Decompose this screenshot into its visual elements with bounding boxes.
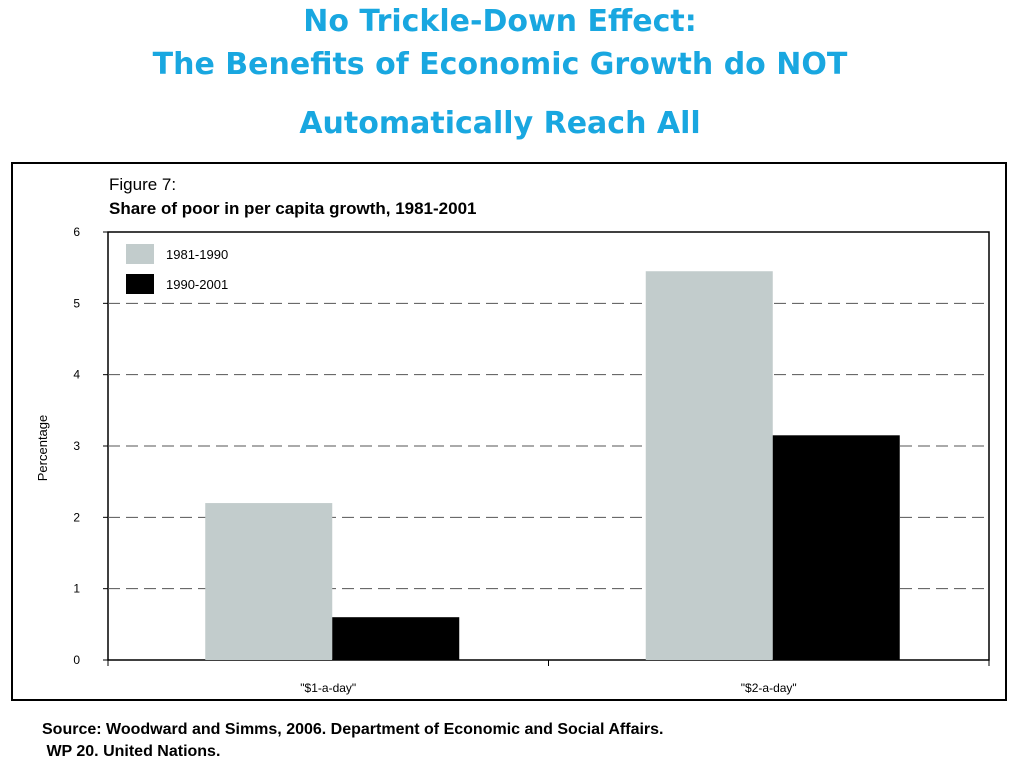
legend-label: 1981-1990 bbox=[166, 247, 228, 262]
legend-label: 1990-2001 bbox=[166, 277, 228, 292]
y-tick-label: 4 bbox=[73, 368, 80, 382]
bar-1 bbox=[205, 503, 333, 660]
bar-1 bbox=[645, 271, 773, 660]
y-tick-label: 3 bbox=[73, 439, 80, 453]
legend-swatch bbox=[126, 244, 154, 264]
source-note: Source: Woodward and Simms, 2006. Depart… bbox=[42, 719, 663, 763]
bar-2 bbox=[332, 617, 460, 660]
bar-2 bbox=[772, 435, 900, 660]
x-category-label: "$1-a-day" bbox=[300, 681, 356, 695]
slide-title-line-3: Automatically Reach All bbox=[299, 106, 701, 141]
y-tick-label: 0 bbox=[73, 653, 80, 667]
plot-area: 0 1 2 3 4 5 6 "$1-a-day" "$2-a-day" 1981-1990 1990… bbox=[73, 225, 990, 695]
y-tick-label: 2 bbox=[73, 510, 80, 524]
y-tick-label: 5 bbox=[73, 296, 80, 310]
chart-frame bbox=[11, 162, 1007, 701]
x-category-label: "$2-a-day" bbox=[741, 681, 797, 695]
slide-title-line-1: No Trickle-Down Effect: bbox=[303, 4, 697, 39]
figure-label: Figure 7: bbox=[109, 175, 176, 194]
slide-title-line-2: The Benefits of Economic Growth do NOT bbox=[152, 47, 848, 82]
y-tick-label: 1 bbox=[73, 582, 80, 596]
y-tick-label: 6 bbox=[73, 225, 80, 239]
source-line-2: WP 20. United Nations. bbox=[42, 743, 221, 760]
chart-title: Share of poor in per capita growth, 1981… bbox=[109, 199, 477, 218]
y-axis-label: Percentage bbox=[35, 415, 50, 482]
source-line-1: Source: Woodward and Simms, 2006. Depart… bbox=[42, 721, 664, 738]
legend-swatch bbox=[126, 274, 154, 294]
